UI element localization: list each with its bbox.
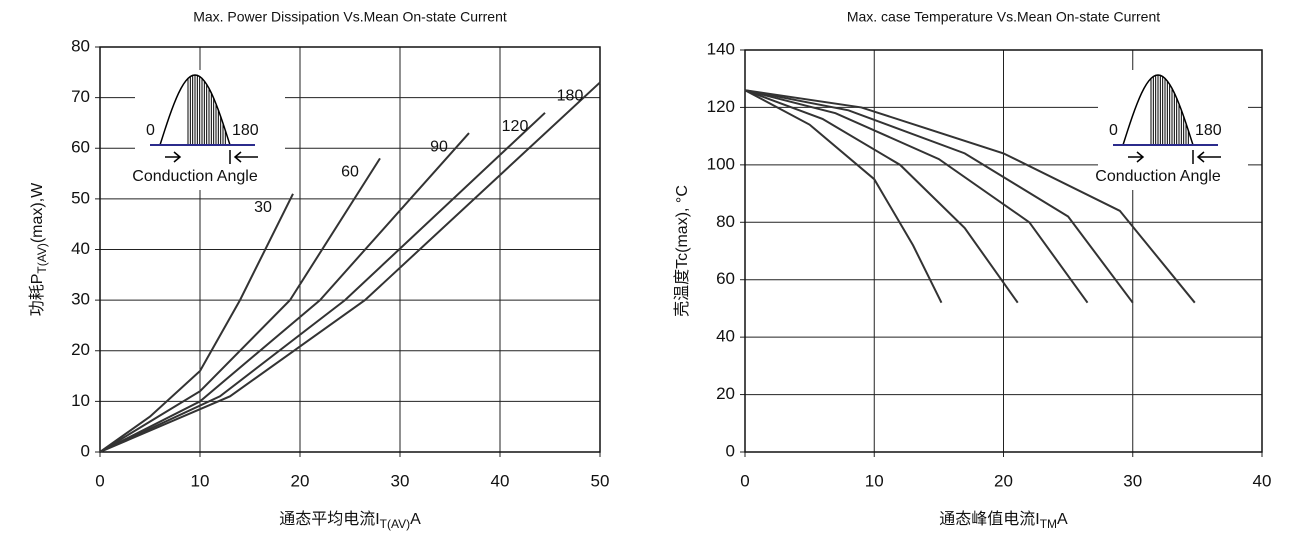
x-label-end: A — [1057, 511, 1068, 528]
x-tick-label: 0 — [740, 471, 749, 490]
y-label-sub: T(AV) — [35, 243, 49, 273]
x-tick-label: 40 — [1253, 471, 1272, 490]
inset-start: 0 — [1109, 122, 1118, 139]
series-label: 120 — [502, 118, 529, 135]
inset-start: 0 — [146, 122, 155, 139]
inset-end: 180 — [232, 122, 259, 139]
x-tick-label: 40 — [491, 471, 510, 490]
inset-arrows — [165, 150, 258, 164]
y-tick-label: 0 — [81, 441, 90, 460]
inset-end: 180 — [1195, 122, 1222, 139]
y-tick-label: 120 — [707, 97, 735, 116]
inset-arrows — [1128, 150, 1221, 164]
series-line — [744, 89, 1089, 304]
series-line — [744, 89, 1134, 304]
y-tick-label: 50 — [71, 188, 90, 207]
x-axis-label: 通态峰值电流ITMA — [939, 510, 1068, 531]
y-tick-label: 100 — [707, 154, 735, 173]
y-label-text: 壳温度Tc(max), °C — [673, 185, 691, 317]
y-tick-label: 140 — [707, 39, 735, 58]
series-label: 90 — [430, 138, 448, 155]
y-tick-label: 70 — [71, 87, 90, 106]
series-line — [744, 89, 943, 304]
y-tick-label: 60 — [71, 138, 90, 157]
y-axis-label: 壳温度Tc(max), °C — [673, 185, 691, 317]
series-line — [744, 89, 1196, 304]
y-tick-label: 80 — [71, 36, 90, 55]
x-tick-label: 10 — [191, 471, 210, 490]
x-tick-label: 30 — [1123, 471, 1142, 490]
x-tick-label: 30 — [391, 471, 410, 490]
y-axis-label: 功耗PT(AV)(max),W — [28, 182, 49, 316]
series-label: 180 — [557, 88, 584, 105]
y-tick-label: 10 — [71, 391, 90, 410]
x-axis-label: 通态平均电流IT(AV)A — [279, 510, 421, 531]
series-line — [99, 81, 601, 453]
chart-title: Max. Power Dissipation Vs.Mean On-state … — [193, 9, 507, 25]
x-tick-label: 0 — [95, 471, 104, 490]
x-tick-label: 50 — [591, 471, 610, 490]
x-label-end: A — [410, 511, 421, 528]
y-tick-label: 20 — [71, 340, 90, 359]
series-label: 30 — [254, 199, 272, 216]
series-line — [99, 157, 381, 453]
y-label-end: (max),W — [29, 182, 46, 243]
series-line — [99, 132, 470, 453]
series-line — [99, 112, 546, 453]
y-tick-label: 40 — [716, 327, 735, 346]
x-label-text: 通态峰值电流I — [939, 510, 1039, 528]
series-line — [744, 89, 1019, 304]
y-label-text: 功耗P — [28, 274, 46, 317]
chart-title: Max. case Temperature Vs.Mean On-state C… — [847, 9, 1160, 25]
y-tick-label: 0 — [726, 441, 735, 460]
series-label: 60 — [341, 164, 359, 181]
y-tick-label: 80 — [716, 212, 735, 231]
inset-caption: Conduction Angle — [1095, 168, 1221, 185]
y-tick-label: 60 — [716, 269, 735, 288]
series-line — [99, 193, 294, 453]
x-label-sub: T(AV) — [380, 517, 410, 531]
x-tick-label: 20 — [994, 471, 1013, 490]
x-label-sub: TM — [1040, 517, 1057, 531]
x-tick-label: 20 — [291, 471, 310, 490]
y-tick-label: 20 — [716, 384, 735, 403]
x-tick-label: 10 — [865, 471, 884, 490]
y-tick-label: 40 — [71, 239, 90, 258]
x-label-text: 通态平均电流I — [279, 510, 379, 528]
plot-frame — [744, 49, 1263, 453]
inset-caption: Conduction Angle — [132, 168, 258, 185]
y-tick-label: 30 — [71, 290, 90, 309]
plot-frame — [99, 46, 601, 453]
